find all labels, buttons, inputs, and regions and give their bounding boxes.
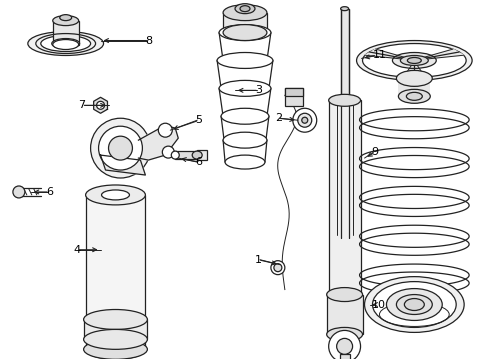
Ellipse shape [329, 94, 361, 106]
Ellipse shape [192, 151, 202, 159]
Ellipse shape [158, 123, 172, 137]
Ellipse shape [327, 328, 363, 341]
Text: 1: 1 [255, 255, 262, 265]
Ellipse shape [52, 39, 80, 49]
Ellipse shape [86, 185, 146, 205]
Text: 3: 3 [255, 85, 262, 95]
Polygon shape [425, 49, 464, 59]
Text: 6: 6 [195, 157, 202, 167]
Bar [53, 21, 78, 45]
Ellipse shape [357, 41, 472, 80]
Ellipse shape [53, 15, 78, 26]
Bar [175, 151, 197, 159]
Polygon shape [404, 65, 425, 77]
Ellipse shape [53, 40, 78, 50]
Ellipse shape [91, 118, 150, 178]
Text: 5: 5 [195, 115, 202, 125]
Ellipse shape [221, 81, 269, 95]
Ellipse shape [298, 113, 312, 127]
Bar [197, 150, 207, 160]
Ellipse shape [13, 186, 25, 198]
Text: 11: 11 [372, 50, 387, 60]
Ellipse shape [365, 276, 464, 332]
Ellipse shape [341, 7, 348, 11]
Bar [327, 294, 363, 334]
Ellipse shape [221, 108, 269, 124]
Text: 10: 10 [371, 300, 386, 310]
Ellipse shape [363, 44, 466, 77]
Ellipse shape [274, 264, 282, 272]
Text: 7: 7 [78, 100, 86, 110]
Ellipse shape [98, 126, 143, 170]
Ellipse shape [235, 4, 255, 14]
Ellipse shape [41, 36, 91, 51]
Ellipse shape [302, 117, 308, 123]
Ellipse shape [86, 339, 146, 359]
Polygon shape [94, 97, 107, 113]
Ellipse shape [223, 24, 267, 41]
Ellipse shape [387, 289, 442, 320]
Bar [84, 319, 147, 339]
Text: 6: 6 [46, 187, 53, 197]
Ellipse shape [223, 132, 267, 148]
Ellipse shape [293, 108, 317, 132]
Text: 2: 2 [275, 113, 282, 123]
Ellipse shape [398, 89, 430, 103]
Ellipse shape [396, 294, 432, 315]
Ellipse shape [162, 146, 174, 158]
Ellipse shape [329, 330, 361, 360]
Ellipse shape [223, 5, 267, 21]
Ellipse shape [223, 109, 267, 123]
Ellipse shape [172, 151, 179, 159]
Bar [285, 88, 303, 96]
Bar [86, 195, 146, 349]
Ellipse shape [108, 136, 132, 160]
Text: 9: 9 [371, 147, 379, 157]
Ellipse shape [372, 282, 456, 328]
Bar [341, 9, 348, 238]
Ellipse shape [223, 54, 267, 67]
Ellipse shape [60, 15, 72, 21]
Ellipse shape [225, 155, 265, 169]
Ellipse shape [219, 24, 271, 41]
Ellipse shape [224, 133, 266, 147]
Ellipse shape [329, 289, 361, 301]
Ellipse shape [400, 55, 428, 66]
Ellipse shape [28, 32, 103, 55]
Ellipse shape [392, 53, 436, 68]
Ellipse shape [337, 338, 353, 354]
Bar [329, 100, 361, 294]
Bar [340, 354, 349, 360]
Bar [285, 88, 303, 106]
Text: 8: 8 [146, 36, 152, 46]
Text: 4: 4 [74, 245, 81, 255]
Ellipse shape [407, 58, 421, 63]
Ellipse shape [271, 261, 285, 275]
Ellipse shape [217, 53, 273, 68]
Ellipse shape [84, 329, 147, 349]
Ellipse shape [404, 298, 424, 310]
Ellipse shape [406, 92, 422, 100]
Bar [398, 78, 430, 96]
Polygon shape [100, 155, 146, 175]
Ellipse shape [396, 71, 432, 86]
Bar [223, 13, 267, 32]
Ellipse shape [84, 339, 147, 359]
Polygon shape [365, 49, 404, 59]
Ellipse shape [240, 6, 250, 12]
Ellipse shape [327, 288, 363, 302]
Ellipse shape [101, 190, 129, 200]
Polygon shape [138, 125, 178, 160]
Ellipse shape [219, 80, 271, 96]
Ellipse shape [84, 310, 147, 329]
Ellipse shape [97, 101, 104, 109]
